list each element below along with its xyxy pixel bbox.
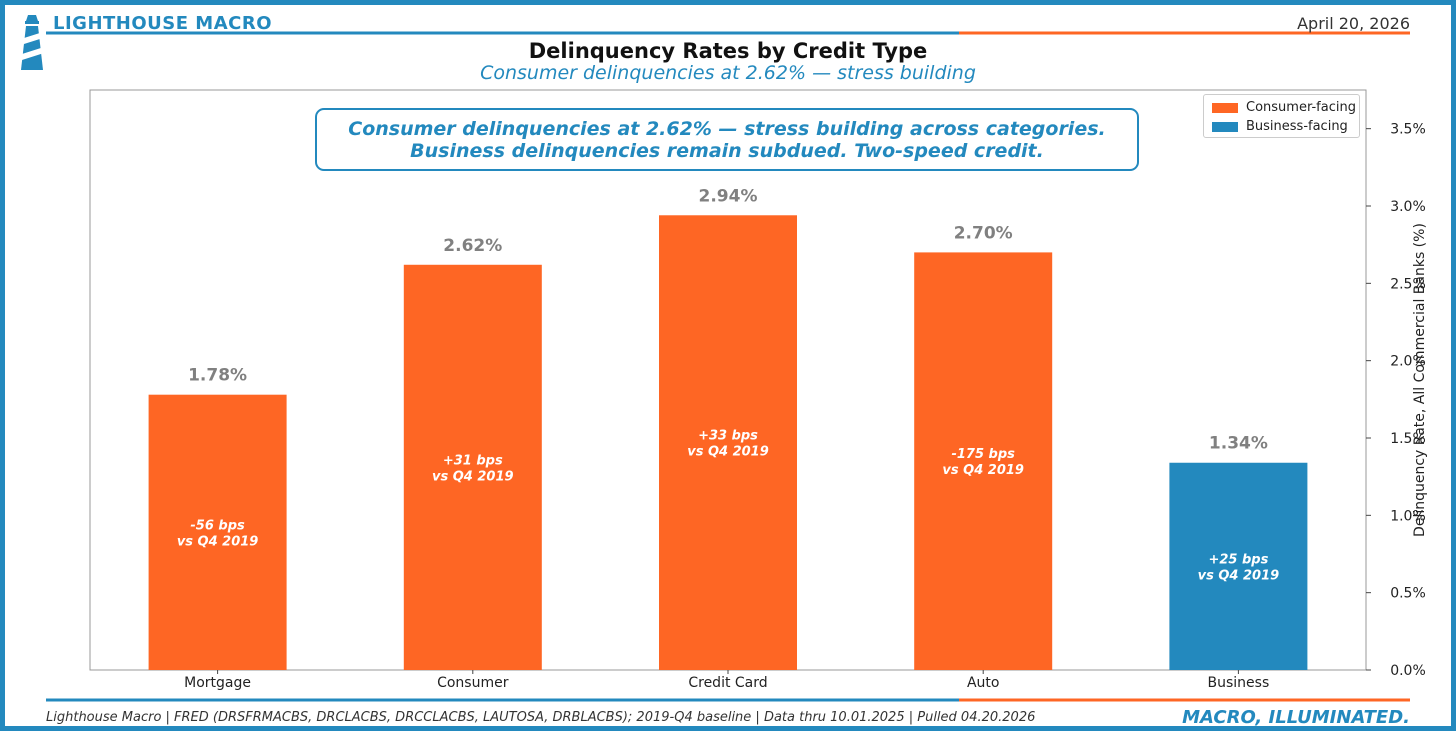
x-tick-label: Credit Card [688,675,767,691]
change-label: +33 bps [698,429,758,444]
legend: Consumer-facing Business-facing [1203,94,1360,138]
change-label: -175 bps [951,447,1015,462]
bar-business [1169,462,1308,670]
chart-title: Delinquency Rates by Credit Type [528,39,928,63]
y-axis: 0.0% 0.5% 1.0% 1.5% 2.0% 2.5% 3.0% 3.5% [1366,122,1426,679]
data-label: 1.34% [1209,434,1268,454]
legend-label-consumer: Consumer-facing [1246,100,1356,115]
data-label: 1.78% [188,366,247,386]
change-baseline-label: vs Q4 2019 [942,463,1024,478]
report-date: April 20, 2026 [1297,14,1410,33]
lighthouse-logo-icon [21,15,44,70]
change-baseline-label: vs Q4 2019 [177,534,259,549]
legend-swatch-business [1212,122,1238,132]
change-baseline-label: vs Q4 2019 [1198,568,1280,583]
x-tick-label: Auto [967,675,1000,691]
legend-swatch-consumer [1212,103,1238,113]
y-tick-label: 1.5% [1390,431,1426,447]
data-label: 2.70% [954,223,1013,243]
y-tick-label: 0.0% [1390,663,1426,679]
data-label: 2.62% [443,236,502,256]
bar-credit-card [659,215,797,670]
data-label: 2.94% [699,186,758,206]
change-label: +31 bps [443,453,503,468]
bar-auto [914,252,1053,670]
x-tick-label: Mortgage [184,675,251,691]
callout-line-2: Business delinquencies remain subdued. T… [410,140,1044,162]
change-baseline-label: vs Q4 2019 [432,469,514,484]
y-tick-label: 2.5% [1390,276,1426,292]
x-axis: Mortgage Consumer Credit Card Auto Business [184,670,1269,691]
bar-mortgage [148,394,287,670]
x-tick-label: Consumer [437,675,509,691]
change-label: -56 bps [190,518,245,533]
change-baseline-label: vs Q4 2019 [687,445,769,460]
y-tick-label: 3.5% [1390,122,1426,138]
y-tick-label: 0.5% [1390,586,1426,602]
x-tick-label: Business [1208,675,1270,691]
chart-subtitle: Consumer delinquencies at 2.62% — stress… [480,62,976,84]
y-tick-label: 2.0% [1390,354,1426,370]
y-tick-label: 1.0% [1390,508,1426,524]
legend-label-business: Business-facing [1246,119,1348,134]
callout-box: Consumer delinquencies at 2.62% — stress… [315,108,1139,171]
y-axis-label: Delinquency Rate, All Commercial Banks (… [1412,223,1428,537]
bar-consumer [403,264,542,670]
brand-name: LIGHTHOUSE MACRO [53,13,273,34]
y-tick-label: 3.0% [1390,199,1426,215]
change-label: +25 bps [1208,552,1268,567]
callout-line-1: Consumer delinquencies at 2.62% — stress… [348,118,1106,140]
source-note: Lighthouse Macro | FRED (DRSFRMACBS, DRC… [46,710,1036,725]
tagline: MACRO, ILLUMINATED. [1182,707,1410,728]
